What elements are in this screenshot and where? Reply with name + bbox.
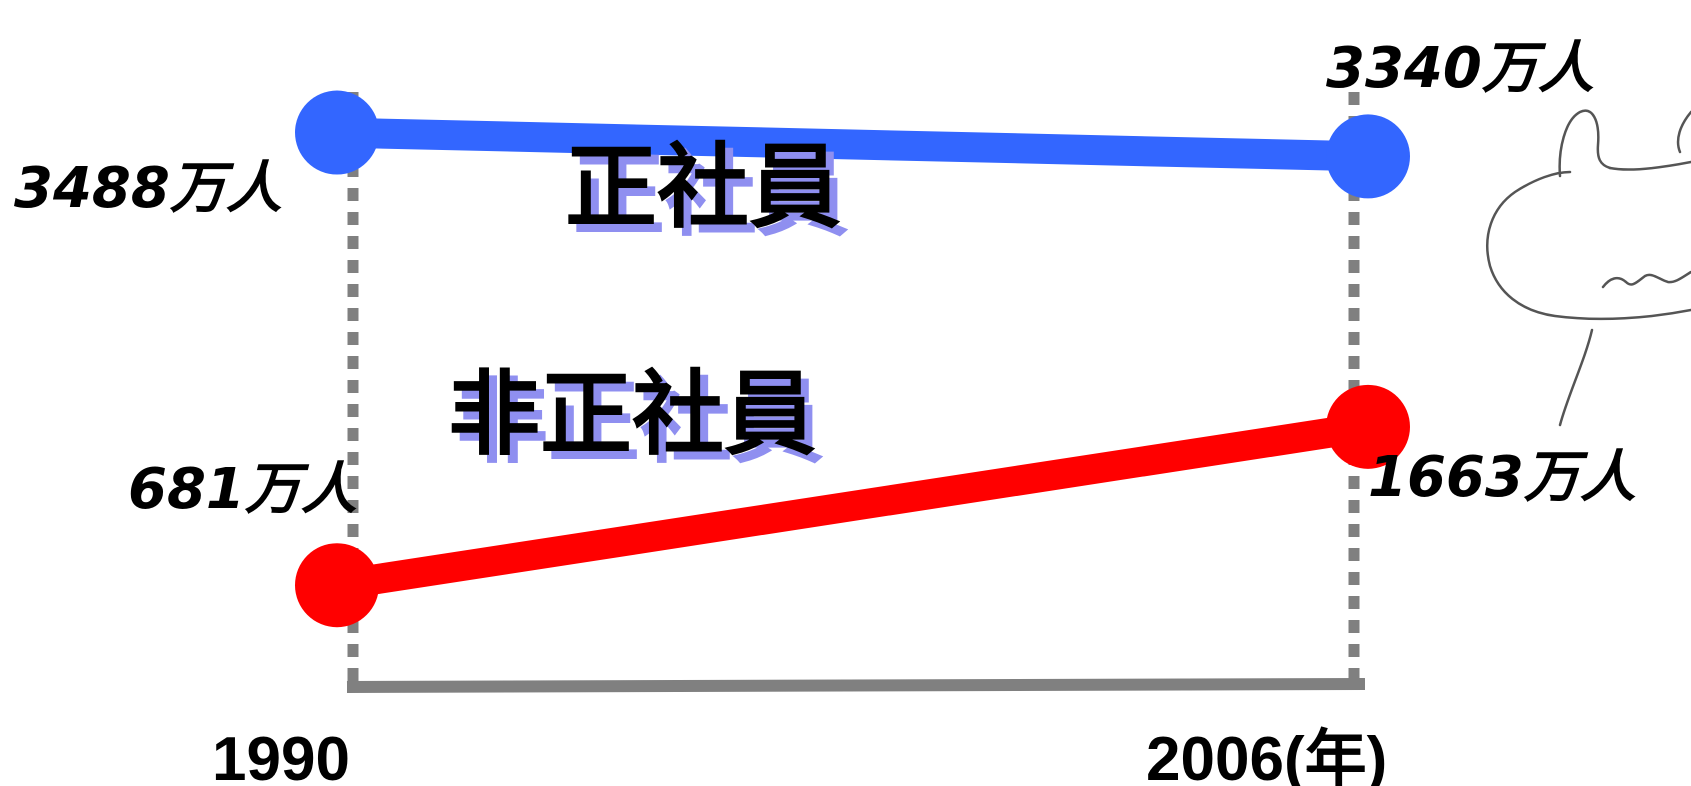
series-name-nonregular-shadow: 非正社員 (456, 369, 824, 476)
data-label-regular-1990: 3488万人 (14, 156, 282, 221)
series-line-nonregular (334, 412, 1371, 601)
series-name-regular-shadow: 正社員 (573, 142, 849, 249)
data-point-nonregular-2006 (1326, 384, 1410, 469)
data-label-nonregular-1990: 681万人 (128, 457, 357, 522)
series-name-regular: 正社員 (565, 134, 841, 241)
series-line-regular (336, 117, 1369, 172)
data-label-nonregular-2006: 1663万人 (1368, 445, 1636, 510)
sketch-animal-icon (1486, 109, 1691, 427)
data-point-regular-1990 (295, 90, 379, 175)
data-point-nonregular-1990 (295, 543, 379, 628)
x-tick-label-1990: 1990 (212, 725, 350, 786)
x-axis-unit: (年) (1284, 725, 1387, 786)
series-name-nonregular: 非正社員 (448, 361, 816, 468)
data-point-regular-2006 (1326, 114, 1410, 199)
x-axis (346, 678, 1366, 693)
data-label-regular-2006: 3340万人 (1326, 36, 1594, 101)
x-tick-value-2006: 2006 (1146, 725, 1284, 786)
x-tick-label-2006: 2006(年) (1146, 725, 1387, 786)
